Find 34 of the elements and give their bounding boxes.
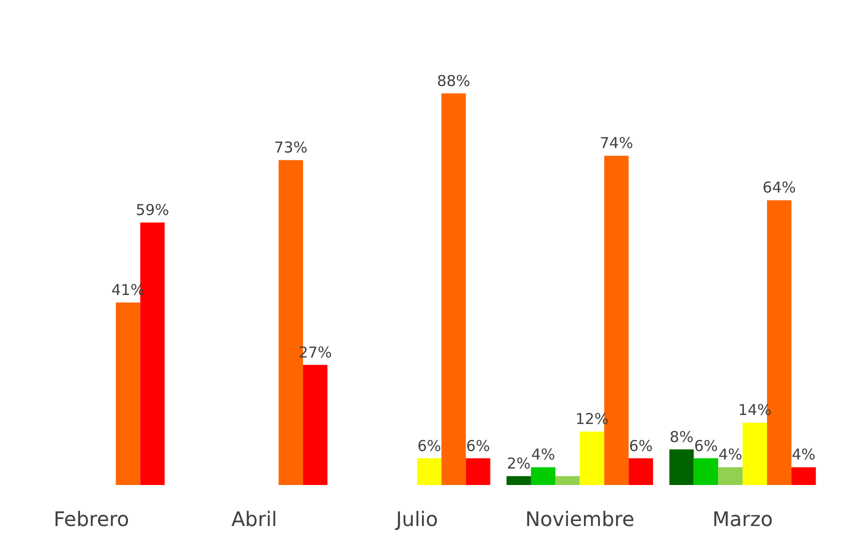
bar [506,476,531,485]
data-label: 4% [792,446,816,464]
bar [441,93,466,485]
data-label: 73% [274,138,308,157]
x-tick-label: Julio [394,507,438,531]
data-label: 59% [136,200,170,219]
data-label: 88% [436,72,470,90]
bar [580,432,604,485]
bar [628,458,654,485]
data-label: 64% [762,178,796,197]
bar [555,476,580,485]
bar [718,467,743,485]
data-label: 6% [466,436,490,455]
x-tick-label: Noviembre [525,507,634,531]
bar [530,467,556,485]
data-label: 6% [417,436,442,455]
data-label: 2% [506,454,531,473]
data-label: 8% [670,428,694,446]
data-label: 6% [694,436,718,455]
x-tick-label: Abril [231,507,278,531]
data-label: 6% [628,436,653,455]
x-tick-label: Marzo [712,507,773,531]
bar [791,467,816,485]
bar [742,422,768,485]
bar [417,458,442,485]
x-tick-label: Febrero [54,507,130,531]
data-label: 4% [531,446,556,464]
data-label: 4% [718,446,742,464]
bar [669,449,694,485]
bar [694,458,718,485]
bar [466,458,490,485]
data-label: 74% [600,134,634,152]
bar [116,302,140,485]
bar [303,364,328,485]
